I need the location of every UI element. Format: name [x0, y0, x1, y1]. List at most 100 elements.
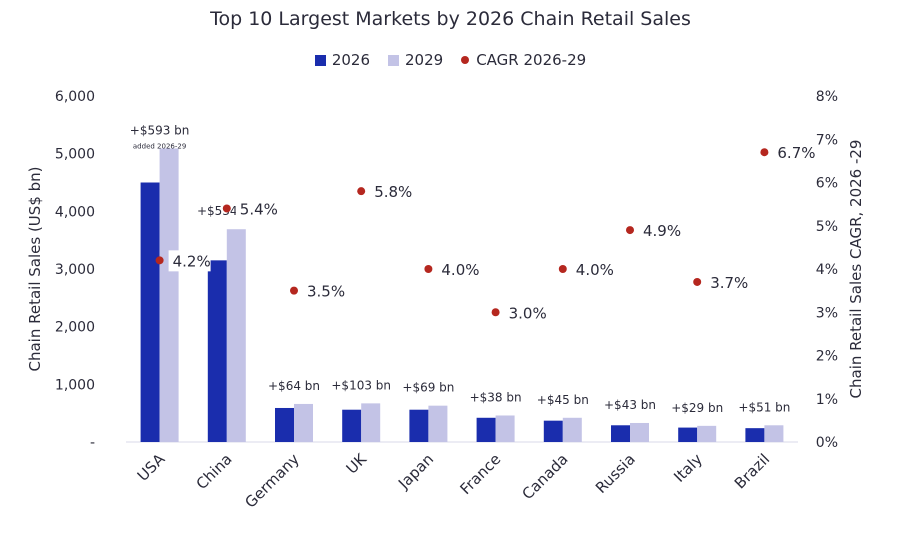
legend-item-2029: 2029	[388, 51, 443, 69]
bar-2029	[495, 415, 515, 442]
legend-label-2026: 2026	[331, 51, 371, 69]
legend-item-2026: 2026	[314, 51, 371, 69]
cagr-point	[626, 226, 634, 235]
increase-label: +$69 bn	[402, 381, 454, 395]
y-tick-label: 2,000	[55, 320, 95, 336]
cagr-point	[424, 265, 433, 273]
cagr-label-bg	[639, 220, 681, 242]
legend-item-cagr: CAGR 2026-29	[461, 51, 586, 69]
cagr-point	[491, 308, 500, 317]
increase-label: +$64 bn	[268, 379, 320, 393]
y-tick-label: 4,000	[55, 204, 95, 220]
y-tick-label: 1,000	[55, 377, 95, 393]
increase-label: +$45 bn	[537, 393, 589, 407]
y2-tick-label: 6%	[816, 176, 838, 192]
cagr-label: 5.4%	[240, 200, 278, 218]
increase-label: +$29 bn	[671, 401, 723, 415]
y2-tick-label: 3%	[816, 305, 838, 321]
increase-label: +$103 bn	[331, 378, 391, 392]
cagr-label: 3.0%	[509, 304, 547, 322]
bar-2029	[159, 148, 179, 442]
x-tick-label: Italy	[670, 450, 706, 486]
y-tick-label: 6,000	[55, 89, 95, 105]
y-tick-label: 3,000	[55, 262, 95, 278]
y2-tick-label: 4%	[816, 262, 838, 278]
cagr-point	[222, 204, 231, 213]
y2-tick-label: 7%	[816, 132, 838, 148]
cagr-label: 6.7%	[777, 144, 815, 162]
bar-2029	[294, 403, 313, 442]
legend: 2026 2029 CAGR 2026-29	[0, 51, 901, 69]
bar-2026	[275, 407, 294, 442]
y2-tick-label: 8%	[816, 89, 838, 105]
bar-2026	[476, 417, 496, 442]
y2-tick-label: 1%	[816, 392, 838, 408]
cagr-label-bg	[773, 142, 816, 164]
bar-2026	[611, 425, 630, 442]
x-tick-label: Japan	[394, 450, 437, 493]
cagr-label-bg	[235, 198, 278, 220]
bar-2026	[543, 420, 563, 442]
legend-swatch-2026	[314, 54, 326, 66]
bar-2029	[562, 417, 582, 442]
cagr-point	[558, 265, 567, 273]
x-tick-label: China	[193, 450, 236, 493]
y2-axis-title: Chain Retail Sales CAGR, 2026 -29	[847, 140, 865, 399]
x-tick-label: Germany	[241, 450, 303, 512]
y2-tick-label: 2%	[816, 349, 838, 365]
increase-label: +$51 bn	[738, 400, 790, 414]
bar-2026	[678, 427, 698, 442]
x-tick-label: France	[456, 450, 504, 498]
cagr-label: 4.2%	[173, 252, 211, 270]
x-tick-label: Brazil	[731, 450, 773, 492]
x-tick-label: Canada	[519, 450, 572, 503]
bar-2029	[428, 405, 448, 442]
x-tick-label: UK	[343, 449, 371, 477]
y-tick-label: -	[90, 435, 95, 451]
increase-label: +$593 bn	[130, 123, 190, 137]
bar-2026	[745, 428, 765, 442]
bar-2029	[226, 229, 246, 442]
cagr-label-bg	[303, 280, 345, 302]
cagr-label-bg	[571, 259, 614, 280]
legend-swatch-2029	[388, 54, 400, 66]
bar-2029	[697, 425, 717, 442]
bar-2029	[361, 403, 381, 442]
bar-2026	[409, 409, 429, 442]
increase-label: +$43 bn	[604, 398, 656, 412]
cagr-label-bg	[504, 302, 547, 324]
cagr-point	[155, 256, 164, 265]
y-tick-label: 5,000	[55, 147, 95, 163]
cagr-label-bg	[437, 259, 480, 280]
cagr-label: 3.7%	[710, 274, 748, 292]
bar-2029	[630, 422, 649, 442]
cagr-label: 5.8%	[374, 183, 412, 201]
bar-2026	[342, 409, 362, 442]
x-tick-label: Russia	[592, 450, 639, 497]
cagr-label: 4.0%	[441, 261, 479, 279]
cagr-label: 3.5%	[307, 283, 345, 301]
y2-tick-label: 5%	[816, 219, 838, 235]
chart-title: Top 10 Largest Markets by 2026 Chain Ret…	[210, 8, 691, 30]
increase-label: +$38 bn	[470, 390, 522, 404]
cagr-label-bg	[370, 181, 413, 203]
legend-label-2029: 2029	[405, 51, 444, 69]
bar-2026	[140, 182, 160, 442]
cagr-point	[760, 148, 769, 157]
cagr-point	[357, 187, 366, 196]
bar-2026	[207, 260, 227, 442]
x-tick-label: USA	[134, 450, 169, 485]
legend-label-cagr: CAGR 2026-29	[476, 51, 587, 69]
cagr-point	[693, 277, 702, 286]
bar-2029	[764, 425, 784, 442]
cagr-point	[290, 286, 298, 295]
cagr-label: 4.9%	[643, 222, 681, 240]
increase-note: added 2026-29	[133, 142, 186, 150]
cagr-label-bg	[168, 250, 211, 272]
y2-tick-label: 0%	[816, 435, 838, 451]
cagr-label-bg	[706, 271, 749, 293]
legend-dot-cagr	[461, 56, 470, 64]
cagr-label: 4.0%	[576, 261, 614, 279]
